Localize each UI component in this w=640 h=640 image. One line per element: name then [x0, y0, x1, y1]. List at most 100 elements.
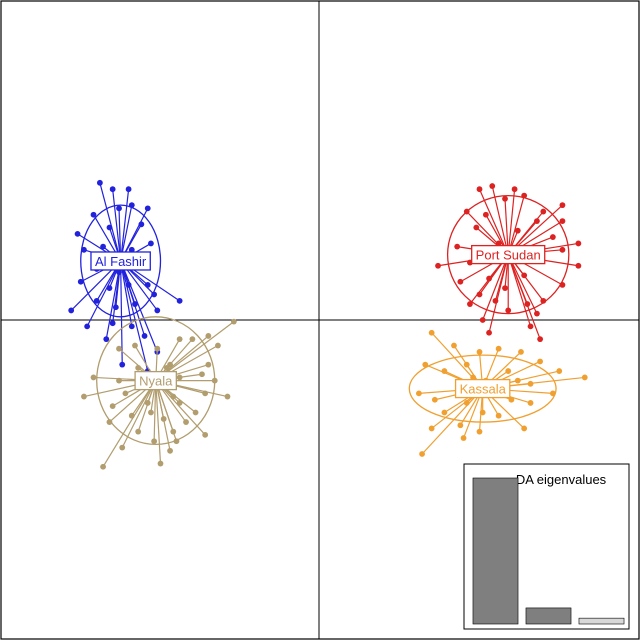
point-al-fashir — [96, 179, 103, 186]
segment-port-sudan — [507, 195, 525, 255]
segment-nyala — [155, 380, 178, 442]
point-kassala — [505, 368, 512, 374]
point-al-fashir — [84, 323, 91, 330]
point-nyala — [109, 403, 116, 410]
point-al-fashir — [77, 278, 84, 285]
label-kassala: Kassala — [454, 378, 511, 399]
label-box-kassala — [454, 378, 511, 399]
point-al-fashir — [109, 186, 116, 193]
point-port-sudan — [559, 218, 566, 225]
eigenvalue-bar-1 — [472, 477, 519, 625]
segment-port-sudan — [507, 189, 516, 255]
point-port-sudan — [476, 186, 483, 193]
label-text-al-fashir: Al Fashir — [95, 254, 147, 269]
segment-port-sudan — [491, 185, 509, 255]
point-nyala — [100, 463, 106, 470]
segment-al-fashir — [120, 260, 146, 337]
segment-nyala — [121, 380, 157, 448]
point-nyala — [224, 393, 231, 400]
segment-nyala — [155, 380, 162, 464]
point-al-fashir — [103, 336, 110, 343]
point-kassala — [556, 368, 563, 374]
eigenvalues-inset: DA eigenvalues — [463, 463, 630, 630]
label-box-nyala — [134, 370, 177, 391]
ellipse-port-sudan — [446, 194, 570, 315]
point-nyala — [122, 390, 129, 397]
point-al-fashir — [74, 230, 81, 237]
point-kassala — [537, 358, 544, 365]
point-kassala — [549, 390, 556, 397]
point-al-fashir — [141, 333, 148, 339]
eigenvalues-inset-title: DA eigenvalues — [516, 472, 607, 487]
point-kassala — [422, 361, 429, 368]
point-port-sudan — [527, 323, 534, 330]
segment-al-fashir — [120, 260, 133, 327]
eigenvalue-bar-3 — [578, 617, 625, 625]
point-kassala — [514, 377, 521, 384]
point-port-sudan — [454, 243, 461, 250]
point-al-fashir — [128, 202, 135, 209]
point-nyala — [128, 412, 135, 419]
label-box-al-fashir — [90, 251, 151, 271]
point-nyala — [183, 419, 189, 425]
label-port-sudan: Port Sudan — [471, 244, 546, 265]
point-port-sudan — [473, 224, 480, 231]
point-nyala — [176, 336, 183, 343]
point-kassala — [428, 329, 435, 336]
point-port-sudan — [521, 192, 528, 199]
segment-al-fashir — [86, 260, 122, 327]
segment-nyala — [153, 380, 157, 442]
point-nyala — [154, 345, 161, 352]
point-nyala — [173, 438, 180, 445]
point-port-sudan — [505, 307, 512, 314]
point-al-fashir — [151, 291, 158, 298]
point-al-fashir — [176, 297, 183, 304]
point-al-fashir — [154, 307, 161, 314]
point-kassala — [518, 349, 524, 355]
point-port-sudan — [467, 301, 473, 307]
point-nyala — [148, 409, 154, 416]
ellipse-kassala — [408, 354, 557, 423]
point-al-fashir — [119, 361, 126, 368]
label-al-fashir: Al Fashir — [90, 251, 151, 271]
point-nyala — [81, 393, 87, 400]
point-port-sudan — [540, 297, 547, 304]
point-nyala — [205, 361, 212, 368]
segment-port-sudan — [488, 254, 509, 333]
point-port-sudan — [514, 227, 521, 234]
point-nyala — [215, 342, 221, 349]
point-port-sudan — [511, 186, 518, 193]
segment-al-fashir — [112, 189, 122, 262]
label-nyala: Nyala — [134, 370, 177, 391]
point-port-sudan — [540, 208, 547, 215]
point-nyala — [211, 377, 218, 384]
point-al-fashir — [128, 246, 135, 253]
point-kassala — [428, 425, 435, 432]
label-text-port-sudan: Port Sudan — [476, 248, 541, 263]
point-al-fashir — [138, 221, 145, 228]
point-kassala — [415, 390, 422, 397]
point-kassala — [495, 412, 502, 419]
segment-port-sudan — [478, 188, 509, 255]
point-al-fashir — [125, 186, 132, 193]
point-port-sudan — [549, 234, 556, 240]
label-text-nyala: Nyala — [139, 374, 173, 389]
segment-al-fashir — [120, 260, 158, 353]
point-port-sudan — [486, 329, 492, 336]
segment-port-sudan — [507, 254, 538, 314]
point-nyala — [119, 444, 126, 451]
point-port-sudan — [435, 262, 441, 269]
point-al-fashir — [148, 240, 154, 247]
segment-al-fashir — [105, 260, 122, 340]
segment-port-sudan — [482, 254, 509, 321]
label-text-kassala: Kassala — [460, 382, 507, 397]
point-nyala — [90, 374, 97, 381]
point-kassala — [476, 349, 483, 355]
point-al-fashir — [68, 307, 75, 314]
point-port-sudan — [559, 246, 566, 253]
point-kassala — [476, 428, 483, 435]
point-al-fashir — [144, 282, 151, 288]
segment-kassala — [421, 388, 484, 455]
point-port-sudan — [534, 218, 540, 225]
point-port-sudan — [489, 183, 496, 189]
